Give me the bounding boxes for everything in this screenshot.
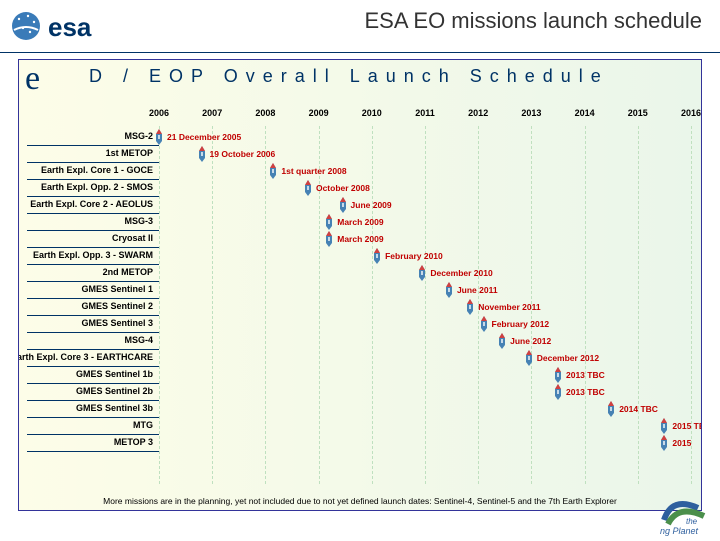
mission-label: MSG-3 xyxy=(19,213,159,230)
launch-date-label: 2013 TBC xyxy=(566,387,605,397)
page-title: ESA EO missions launch schedule xyxy=(364,8,702,34)
launch-marker-icon xyxy=(659,435,669,451)
launch-marker-icon xyxy=(338,197,348,213)
mission-label: MSG-2 xyxy=(19,128,159,145)
launch-date-label: 2015 xyxy=(672,438,691,448)
launch-date-label: 19 October 2006 xyxy=(210,149,276,159)
svg-text:esa: esa xyxy=(48,12,92,42)
mission-label: GMES Sentinel 1 xyxy=(19,281,159,298)
schedule-chart: e D / EOP Overall Launch Schedule 2006 20… xyxy=(18,59,702,511)
launch-marker-icon xyxy=(324,214,334,230)
mission-label: 1st METOP xyxy=(19,145,159,162)
launch-date-label: June 2009 xyxy=(351,200,392,210)
launch-date-label: June 2011 xyxy=(457,285,498,295)
launch-date-label: October 2008 xyxy=(316,183,370,193)
living-planet-logo: the ng Planet xyxy=(654,490,712,536)
launch-marker-icon xyxy=(497,333,507,349)
mission-label: 2nd METOP xyxy=(19,264,159,281)
launch-date-label: March 2009 xyxy=(337,234,383,244)
chart-corner-e: e xyxy=(25,60,40,98)
header-bar: esa ESA EO missions launch schedule xyxy=(0,0,720,53)
launch-marker-icon xyxy=(553,367,563,383)
launch-marker-icon xyxy=(479,316,489,332)
launch-date-label: December 2012 xyxy=(537,353,599,363)
mission-label: METOP 3 xyxy=(19,434,159,451)
mission-label: GMES Sentinel 2 xyxy=(19,298,159,315)
year-tick: 2009 xyxy=(309,108,329,118)
year-tick: 2007 xyxy=(202,108,222,118)
launch-marker-icon xyxy=(606,401,616,417)
mission-label: MSG-4 xyxy=(19,332,159,349)
launch-date-label: 2014 TBC xyxy=(619,404,658,414)
launch-marker-icon xyxy=(303,180,313,196)
chart-title: D / EOP Overall Launch Schedule xyxy=(89,66,609,87)
launch-date-label: 2013 TBC xyxy=(566,370,605,380)
launch-marker-icon xyxy=(372,248,382,264)
launch-date-label: February 2012 xyxy=(492,319,550,329)
launch-date-label: December 2010 xyxy=(430,268,492,278)
launch-marker-icon xyxy=(197,146,207,162)
launch-marker-icon xyxy=(465,299,475,315)
year-tick: 2011 xyxy=(415,108,435,118)
launch-date-label: 21 December 2005 xyxy=(167,132,241,142)
mission-label: Cryosat II xyxy=(19,230,159,247)
year-tick: 2016 xyxy=(681,108,701,118)
chart-footnote: More missions are in the planning, yet n… xyxy=(19,496,701,506)
mission-label: MTG xyxy=(19,417,159,434)
launch-marker-icon xyxy=(268,163,278,179)
launch-date-label: June 2012 xyxy=(510,336,551,346)
year-tick: 2010 xyxy=(362,108,382,118)
launch-marker-icon xyxy=(444,282,454,298)
year-tick: 2013 xyxy=(521,108,541,118)
mission-label: Earth Expl. Opp. 2 - SMOS xyxy=(19,179,159,196)
launch-date-label: March 2009 xyxy=(337,217,383,227)
launch-date-label: 1st quarter 2008 xyxy=(281,166,346,176)
year-tick: 2012 xyxy=(468,108,488,118)
launch-marker-icon xyxy=(324,231,334,247)
year-tick: 2008 xyxy=(255,108,275,118)
year-tick: 2015 xyxy=(628,108,648,118)
year-tick: 2006 xyxy=(149,108,169,118)
mission-label: GMES Sentinel 3 xyxy=(19,315,159,332)
year-tick: 2014 xyxy=(575,108,595,118)
svg-text:the: the xyxy=(686,517,698,526)
mission-label: GMES Sentinel 2b xyxy=(19,383,159,400)
mission-label: GMES Sentinel 3b xyxy=(19,400,159,417)
mission-label: Earth Expl. Core 3 - EARTHCARE xyxy=(19,349,159,366)
mission-label: Earth Expl. Core 1 - GOCE xyxy=(19,162,159,179)
mission-label: Earth Expl. Core 2 - AEOLUS xyxy=(19,196,159,213)
launch-date-label: February 2010 xyxy=(385,251,443,261)
mission-label: Earth Expl. Opp. 3 - SWARM xyxy=(19,247,159,264)
launch-marker-icon xyxy=(553,384,563,400)
launch-date-label: November 2011 xyxy=(478,302,540,312)
launch-date-label: 2015 TBC xyxy=(672,421,702,431)
esa-logo: esa xyxy=(8,6,128,46)
launch-marker-icon xyxy=(659,418,669,434)
svg-text:ng Planet: ng Planet xyxy=(660,526,699,536)
mission-label: GMES Sentinel 1b xyxy=(19,366,159,383)
